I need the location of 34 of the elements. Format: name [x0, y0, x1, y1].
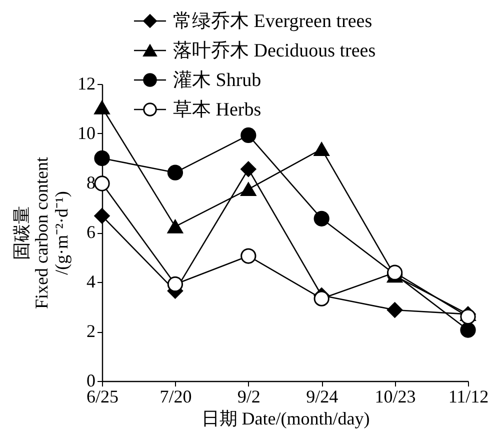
point	[386, 302, 403, 318]
point	[314, 290, 330, 306]
point	[94, 100, 110, 114]
point	[460, 322, 476, 338]
point	[94, 176, 110, 192]
point	[314, 210, 330, 226]
y-tick-label: 2	[86, 321, 96, 341]
x-tick-label: 7/20	[160, 386, 192, 406]
y-tick-label: 4	[86, 272, 96, 292]
y-tick-label: 6	[86, 222, 96, 242]
legend-label: 草本 Herbs	[173, 100, 262, 120]
point	[460, 308, 476, 324]
y-axis-title: 固碳量 Fixed carbon content /(g·m⁻²·d⁻¹)	[12, 157, 72, 309]
y-tick-label: 10	[78, 123, 96, 143]
point	[94, 208, 110, 224]
point	[167, 220, 184, 234]
x-tick-label: 9/24	[306, 386, 338, 406]
legend-label: 落叶乔木 Deciduous trees	[173, 40, 376, 62]
x-tick-label: 11/12	[448, 386, 489, 406]
point	[240, 127, 256, 144]
point	[94, 150, 110, 166]
point	[167, 164, 184, 180]
legend-label: 常绿乔木 Evergreen trees	[173, 11, 372, 32]
x-tick-label: 9/2	[237, 386, 260, 406]
y-tick-label: 12	[78, 74, 96, 94]
point	[167, 276, 184, 292]
point	[240, 248, 256, 264]
legend-label: 灌木 Shrub	[173, 70, 262, 91]
x-axis-title: 日期 Date/(month/day)	[201, 408, 370, 428]
point	[240, 182, 256, 196]
point	[314, 142, 330, 156]
point	[240, 161, 256, 177]
x-tick-label: 10/23	[374, 386, 416, 406]
y-tick-label: 8	[86, 172, 96, 192]
